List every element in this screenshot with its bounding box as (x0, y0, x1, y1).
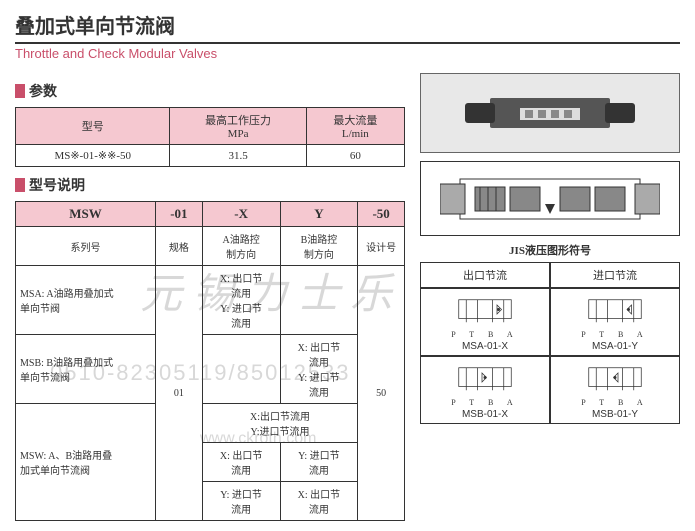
row-msa-a: X: 出口节 流用 Y: 进口节 流用 (202, 266, 280, 335)
accent-bar (15, 84, 25, 98)
page-title: 叠加式单向节流阀 (15, 10, 680, 44)
params-header: 参数 (15, 81, 405, 101)
sym-label: MSA-01-X (424, 341, 546, 352)
params-table: 型号 最高工作压力 MPa 最大流量 L/min MS※-01-※※-50 31… (15, 107, 405, 167)
sym-hdr-in: 进口节流 (550, 262, 680, 288)
sym-label: MSB-01-X (424, 409, 546, 420)
td-flow: 60 (306, 145, 404, 167)
sub-series: 系列号 (16, 227, 156, 266)
sym-msb-y: P T B A MSB-01-Y (550, 356, 680, 424)
th-flow: 最大流量 L/min (306, 108, 404, 145)
sym-label: MSB-01-Y (554, 409, 676, 420)
sym-label: MSA-01-Y (554, 341, 676, 352)
row-msa-series: MSA: A油路用叠加式 单向节阀 (16, 266, 156, 335)
symbols-grid: 出口节流 进口节流 P T B A MSA-01-X P T B A MSA-0… (420, 262, 680, 424)
product-photo (420, 73, 680, 153)
row-msb-b: X: 出口节 流用 Y: 进口节 流用 (280, 335, 358, 404)
th-x: -X (202, 202, 280, 227)
sub-b: B油路控 制方向 (280, 227, 358, 266)
sym-hdr-out: 出口节流 (420, 262, 550, 288)
model-table: MSW -01 -X Y -50 系列号 规格 A油路控 制方向 B油路控 制方… (15, 201, 405, 521)
sub-spec: 规格 (156, 227, 203, 266)
row-msb-series: MSB: B油路用叠加式 单向节流阀 (16, 335, 156, 404)
ports: P T B A (554, 330, 676, 339)
row-msw-a2: Y: 进口节 流用 (202, 482, 280, 521)
row-msw-a1: X: 出口节 流用 (202, 443, 280, 482)
row-msw-b2: X: 出口节 流用 (280, 482, 358, 521)
page-subtitle: Throttle and Check Modular Valves (15, 46, 680, 61)
row-spec: 01 (156, 266, 203, 521)
model-header: 型号说明 (15, 175, 405, 195)
ports: P T B A (424, 398, 546, 407)
ports: P T B A (424, 330, 546, 339)
sym-msa-x: P T B A MSA-01-X (420, 288, 550, 356)
params-title: 参数 (29, 81, 57, 101)
th-01: -01 (156, 202, 203, 227)
td-pressure: 31.5 (170, 145, 306, 167)
th-pressure: 最高工作压力 MPa (170, 108, 306, 145)
cross-section-diagram (420, 161, 680, 236)
th-50: -50 (358, 202, 405, 227)
td-model: MS※-01-※※-50 (16, 145, 170, 167)
th-y: Y (280, 202, 358, 227)
row-msw-series: MSW: A、B油路用叠 加式单向节流阀 (16, 404, 156, 521)
th-msw: MSW (16, 202, 156, 227)
row-msa-b (280, 266, 358, 335)
sym-msa-y: P T B A MSA-01-Y (550, 288, 680, 356)
th-model: 型号 (16, 108, 170, 145)
model-title: 型号说明 (29, 175, 85, 195)
accent-bar (15, 178, 25, 192)
row-msb-a (202, 335, 280, 404)
sub-design: 设计号 (358, 227, 405, 266)
sub-a: A油路控 制方向 (202, 227, 280, 266)
symbols-title: JIS液压图形符号 (420, 242, 680, 258)
row-design: 50 (358, 266, 405, 521)
row-msw-full: X:出口节流用 Y:进口节流用 (202, 404, 358, 443)
ports: P T B A (554, 398, 676, 407)
row-msw-b1: Y: 进口节 流用 (280, 443, 358, 482)
sym-msb-x: P T B A MSB-01-X (420, 356, 550, 424)
